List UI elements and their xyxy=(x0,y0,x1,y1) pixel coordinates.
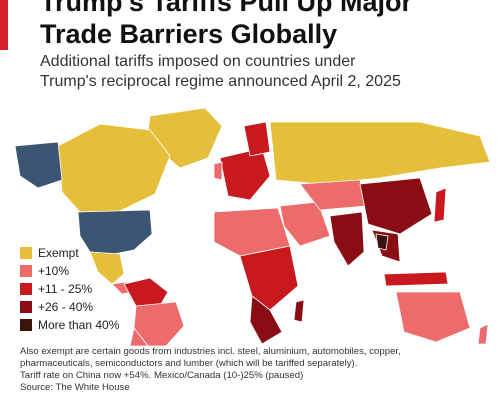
legend: Exempt +10% +11 - 25% +26 - 40% More tha… xyxy=(20,244,119,334)
legend-swatch xyxy=(20,265,32,277)
legend-item-11-25: +11 - 25% xyxy=(20,280,119,298)
legend-item-exempt: Exempt xyxy=(20,244,119,262)
footnote: Also exempt are certain goods from indus… xyxy=(20,346,490,394)
legend-label: Exempt xyxy=(38,246,79,260)
region-canada xyxy=(57,123,171,213)
region-uk xyxy=(213,161,223,181)
legend-item-10: +10% xyxy=(20,262,119,280)
region-india xyxy=(329,211,365,267)
subtitle-line-2: Trump's reciprocal regime announced Apri… xyxy=(40,73,401,90)
region-china xyxy=(359,177,433,235)
footnote-line-3: Tariff rate on China now +54%. Mexico/Ca… xyxy=(20,370,304,381)
title-line-2: Trade Barriers Globally xyxy=(40,19,338,49)
region-south-america-south xyxy=(129,327,149,346)
legend-swatch xyxy=(20,247,32,259)
chart-subtitle: Additional tariffs imposed on countries … xyxy=(40,52,490,92)
region-madagascar xyxy=(293,299,305,323)
region-indochina xyxy=(375,233,389,251)
region-new-zealand xyxy=(477,323,489,345)
region-russia xyxy=(269,121,491,185)
subtitle-line-1: Additional tariffs imposed on countries … xyxy=(40,53,356,70)
legend-label: +11 - 25% xyxy=(38,282,93,296)
legend-label: More than 40% xyxy=(38,318,120,332)
region-middle-east xyxy=(279,201,331,247)
legend-label: +26 - 40% xyxy=(38,300,94,314)
region-africa-south xyxy=(249,295,283,345)
legend-label: +10% xyxy=(38,264,70,278)
region-europe xyxy=(219,147,271,201)
region-scandinavia xyxy=(243,121,271,157)
region-africa-central xyxy=(239,245,299,311)
region-south-america-north xyxy=(123,277,169,307)
region-alaska xyxy=(14,141,63,189)
region-japan xyxy=(433,187,447,223)
source-line: Source: The White House xyxy=(20,382,130,393)
footnote-line-2: pharmaceuticals, semiconductors and lumb… xyxy=(20,358,358,369)
region-australia xyxy=(395,291,471,343)
accent-bar xyxy=(0,0,8,50)
region-mexico xyxy=(89,251,125,285)
world-map xyxy=(14,107,491,346)
footnote-line-1: Also exempt are certain goods from indus… xyxy=(20,346,401,357)
legend-swatch xyxy=(20,283,32,295)
chart-title: Trump's Tariffs Pull Up Major Trade Barr… xyxy=(40,0,490,50)
region-usa xyxy=(77,209,153,255)
title-line-1: Trump's Tariffs Pull Up Major xyxy=(40,0,412,17)
legend-swatch xyxy=(20,301,32,313)
legend-swatch xyxy=(20,319,32,331)
legend-item-26-40: +26 - 40% xyxy=(20,298,119,316)
region-indonesia xyxy=(383,271,449,287)
legend-item-40-plus: More than 40% xyxy=(20,316,119,334)
